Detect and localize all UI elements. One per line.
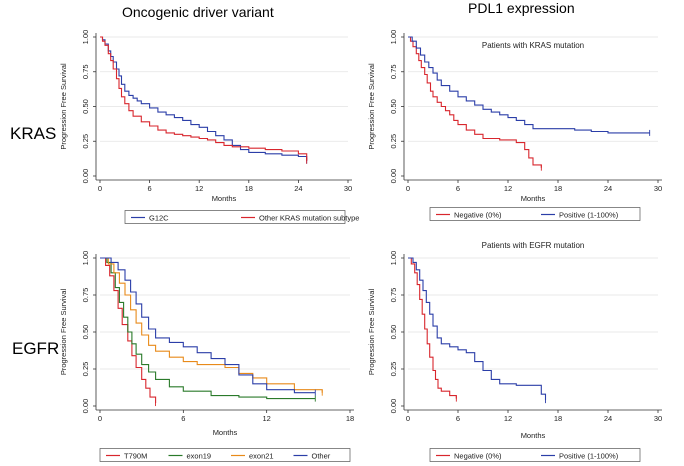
kras-driver-y-axis-label: Progression Free Survival xyxy=(59,63,68,150)
egfr-pdl1-title: Patients with EGFR mutation xyxy=(482,241,585,250)
kras-driver-y-tick-label: 0.50 xyxy=(81,99,90,114)
egfr-driver-series-2-line xyxy=(100,257,323,393)
egfr-driver-x-tick-label: 6 xyxy=(181,414,185,423)
egfr-pdl1-series-1-line xyxy=(408,257,547,401)
egfr-driver-y-axis-label: Progression Free Survival xyxy=(59,289,68,376)
egfr-driver-y-tick-label: 0.25 xyxy=(81,362,90,377)
kras-driver-x-axis-label: Months xyxy=(212,194,237,203)
kras-pdl1-x-tick-label: 30 xyxy=(654,184,662,193)
egfr-driver-x-tick-label: 18 xyxy=(346,414,354,423)
egfr-driver-x-tick-label: 12 xyxy=(262,414,270,423)
egfr-driver-x-tick-label: 0 xyxy=(98,414,102,423)
egfr-driver-legend-label-1: exon19 xyxy=(187,452,212,461)
egfr-pdl1-x-tick-label: 12 xyxy=(504,414,512,423)
kras-driver-x-tick-label: 24 xyxy=(294,184,302,193)
egfr-pdl1-series-0-line xyxy=(408,257,457,399)
egfr-driver-y-tick-label: 1.00 xyxy=(81,251,90,266)
egfr-driver-legend-label-2: exon21 xyxy=(249,452,274,461)
egfr-driver-series-0-line xyxy=(100,257,157,403)
egfr-driver-legend-label-3: Other xyxy=(312,452,331,461)
col1-title: Oncogenic driver variant xyxy=(122,4,274,20)
kras-pdl1-x-axis-label: Months xyxy=(521,194,546,203)
egfr-pdl1-legend-label-1: Positive (1-100%) xyxy=(559,452,619,461)
egfr-driver-y-tick-label: 0.50 xyxy=(81,325,90,340)
kras-driver-legend-label-0: G12C xyxy=(149,214,169,223)
kras-pdl1-y-tick-label: 0.50 xyxy=(389,99,398,114)
egfr-pdl1-x-tick-label: 18 xyxy=(554,414,562,423)
kras-pdl1-y-tick-label: 0.00 xyxy=(389,169,398,184)
kras-pdl1-title: Patients with KRAS mutation xyxy=(482,41,584,50)
egfr-pdl1-legend-box xyxy=(429,448,641,462)
egfr-driver-series-3-line xyxy=(100,257,316,394)
kras-driver-y-tick-label: 0.00 xyxy=(81,169,90,184)
kras-driver-series-0-line xyxy=(100,36,308,161)
egfr-driver-y-tick-label: 0.75 xyxy=(81,288,90,303)
kras-driver-y-tick-label: 0.25 xyxy=(81,134,90,149)
kras-pdl1-legend-box xyxy=(429,207,641,221)
egfr-driver-legend-label-0: T790M xyxy=(124,452,147,461)
col2-title: PDL1 expression xyxy=(468,0,575,16)
kras-driver-x-tick-label: 0 xyxy=(98,184,102,193)
kras-pdl1-x-tick-label: 12 xyxy=(504,184,512,193)
kras-pdl1-y-tick-label: 0.75 xyxy=(389,64,398,79)
kras-pdl1-y-axis-label: Progression Free Survival xyxy=(367,63,376,150)
kras-driver-legend-box xyxy=(124,210,346,224)
egfr-pdl1-y-tick-label: 0.50 xyxy=(389,325,398,340)
kras-driver-x-tick-label: 30 xyxy=(344,184,352,193)
egfr-pdl1-x-tick-label: 24 xyxy=(604,414,612,423)
kras-driver-x-tick-label: 12 xyxy=(195,184,203,193)
egfr-pdl1-x-axis-label: Months xyxy=(521,431,546,440)
kras-pdl1-y-tick-label: 1.00 xyxy=(389,30,398,45)
egfr-driver-y-tick-label: 0.00 xyxy=(81,399,90,414)
egfr-driver-series-1-line xyxy=(100,257,316,400)
kras-pdl1-x-tick-label: 24 xyxy=(604,184,612,193)
kras-driver-x-tick-label: 18 xyxy=(245,184,253,193)
egfr-pdl1-y-tick-label: 0.25 xyxy=(389,362,398,377)
egfr-pdl1-legend-label-0: Negative (0%) xyxy=(454,452,502,461)
egfr-pdl1-x-tick-label: 6 xyxy=(456,414,460,423)
kras-driver-series-1-line xyxy=(100,36,308,161)
kras-pdl1-legend-label-1: Positive (1-100%) xyxy=(559,211,619,220)
egfr-pdl1-y-tick-label: 1.00 xyxy=(389,251,398,266)
egfr-pdl1-y-axis-label: Progression Free Survival xyxy=(367,289,376,376)
egfr-pdl1-y-tick-label: 0.00 xyxy=(389,399,398,414)
kras-driver-x-tick-label: 6 xyxy=(148,184,152,193)
egfr-driver-x-axis-label: Months xyxy=(213,428,238,437)
egfr-pdl1-x-tick-label: 30 xyxy=(654,414,662,423)
egfr-driver-legend-box xyxy=(99,448,351,462)
kras-pdl1-x-tick-label: 18 xyxy=(554,184,562,193)
row1-label: KRAS xyxy=(10,124,57,143)
row2-label: EGFR xyxy=(12,339,60,358)
egfr-pdl1-y-tick-label: 0.75 xyxy=(389,288,398,303)
kras-pdl1-y-tick-label: 0.25 xyxy=(389,134,398,149)
kras-pdl1-x-tick-label: 0 xyxy=(406,184,410,193)
kras-pdl1-legend-label-0: Negative (0%) xyxy=(454,211,502,220)
kras-pdl1-series-1-line xyxy=(408,36,650,134)
kras-pdl1-series-0-line xyxy=(408,36,542,168)
kras-driver-y-tick-label: 0.75 xyxy=(81,64,90,79)
egfr-pdl1-x-tick-label: 0 xyxy=(406,414,410,423)
kras-driver-legend-label-1: Other KRAS mutation subtype xyxy=(259,214,359,223)
kras-driver-y-tick-label: 1.00 xyxy=(81,30,90,45)
kras-pdl1-x-tick-label: 6 xyxy=(456,184,460,193)
